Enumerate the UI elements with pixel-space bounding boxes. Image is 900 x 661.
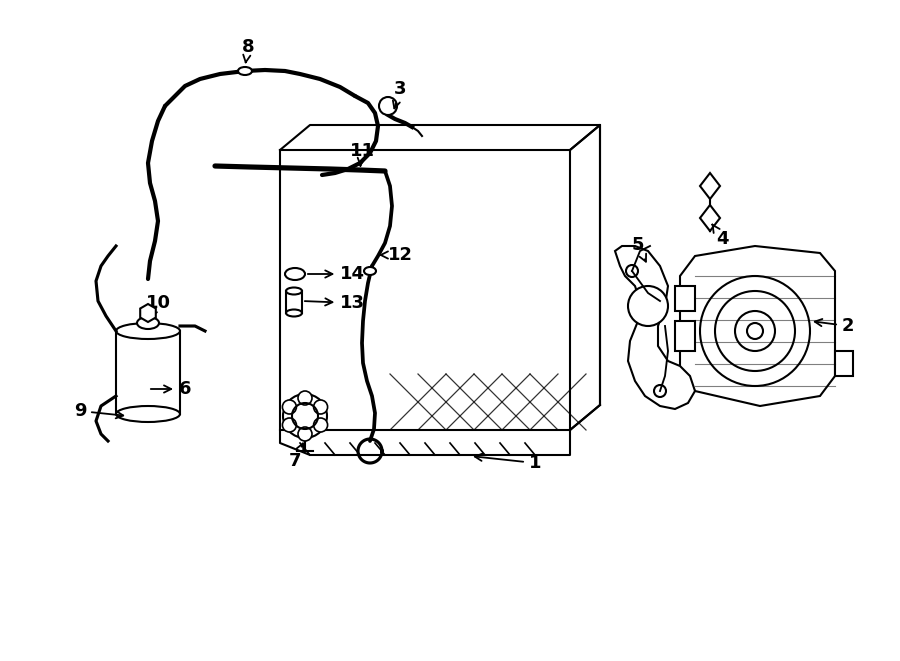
Circle shape bbox=[654, 385, 666, 397]
Ellipse shape bbox=[116, 323, 180, 339]
Ellipse shape bbox=[285, 268, 305, 280]
Text: 4: 4 bbox=[713, 225, 728, 248]
Polygon shape bbox=[700, 205, 720, 231]
Text: 12: 12 bbox=[381, 246, 412, 264]
Ellipse shape bbox=[238, 67, 252, 75]
Text: 1: 1 bbox=[475, 453, 541, 472]
Circle shape bbox=[283, 400, 296, 414]
Circle shape bbox=[298, 427, 312, 441]
Ellipse shape bbox=[286, 309, 302, 317]
Circle shape bbox=[313, 418, 328, 432]
Polygon shape bbox=[615, 246, 695, 409]
Text: 5: 5 bbox=[632, 236, 646, 262]
Circle shape bbox=[313, 400, 328, 414]
Text: 13: 13 bbox=[305, 294, 365, 312]
Circle shape bbox=[628, 286, 668, 326]
Polygon shape bbox=[140, 304, 156, 322]
Text: 8: 8 bbox=[242, 38, 255, 62]
Ellipse shape bbox=[116, 406, 180, 422]
Text: 2: 2 bbox=[814, 317, 854, 335]
Ellipse shape bbox=[137, 317, 159, 329]
Bar bbox=[835, 351, 853, 376]
Text: 3: 3 bbox=[393, 80, 406, 108]
Text: 6: 6 bbox=[151, 380, 191, 398]
Text: 14: 14 bbox=[308, 265, 365, 283]
Polygon shape bbox=[680, 246, 835, 406]
Text: 10: 10 bbox=[146, 294, 170, 317]
Circle shape bbox=[379, 97, 397, 115]
Bar bbox=[675, 286, 695, 311]
Ellipse shape bbox=[286, 288, 302, 295]
Text: 11: 11 bbox=[349, 142, 374, 166]
Circle shape bbox=[626, 265, 638, 277]
Circle shape bbox=[283, 394, 327, 438]
Circle shape bbox=[283, 418, 296, 432]
Text: 9: 9 bbox=[74, 402, 123, 420]
Bar bbox=[675, 321, 695, 351]
Circle shape bbox=[700, 276, 810, 386]
Ellipse shape bbox=[364, 267, 376, 275]
Bar bbox=[286, 291, 302, 313]
Polygon shape bbox=[700, 173, 720, 199]
Circle shape bbox=[298, 391, 312, 405]
Text: 7: 7 bbox=[289, 444, 303, 470]
